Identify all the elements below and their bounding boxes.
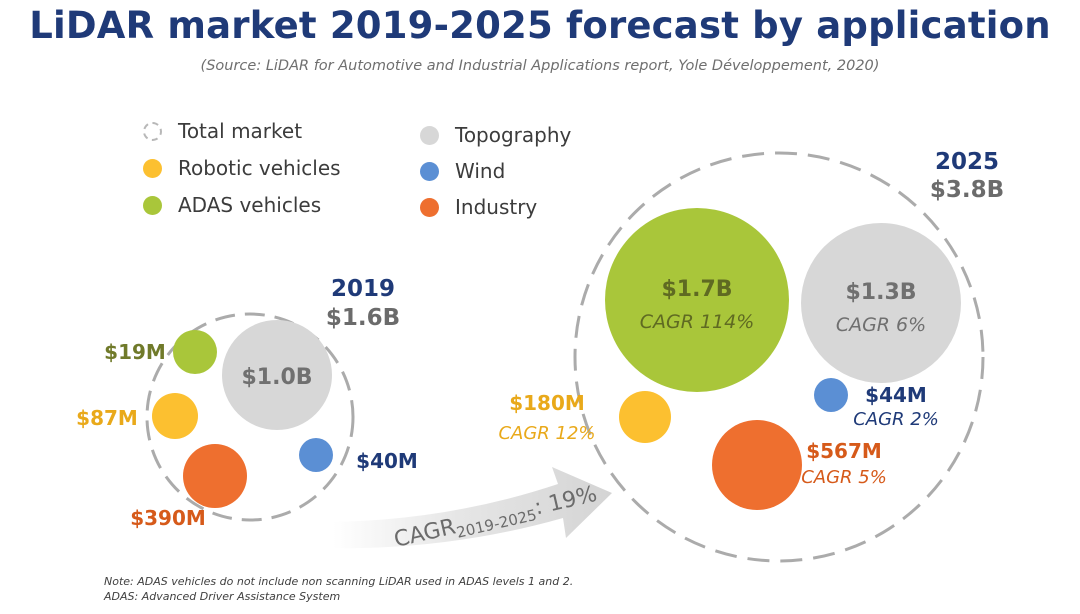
chart-title: LiDAR market 2019-2025 forecast by appli… — [29, 4, 1051, 47]
cagr-label-wind-2025: CAGR 2% — [853, 409, 939, 430]
footnote: Note: ADAS vehicles do not include non s… — [104, 574, 573, 604]
legend-label: ADAS vehicles — [178, 193, 322, 217]
value-label-adas-vehicles-2019: $19M — [104, 340, 166, 364]
legend-column-right: Topography Wind Industry — [420, 121, 571, 229]
legend-swatch-total-market — [143, 121, 162, 141]
legend-label: Robotic vehicles — [178, 156, 341, 180]
bubble-topography-2025 — [801, 223, 961, 383]
value-label-industry-2025: $567M — [806, 439, 882, 463]
total-value-2019: $1.6B — [326, 305, 400, 331]
legend-item-industry: Industry — [420, 193, 571, 221]
legend-item-topography: Topography — [420, 121, 571, 149]
legend-label: Wind — [455, 159, 506, 183]
bubble-robotic-vehicles-2019 — [152, 393, 198, 439]
footnote-line-2: ADAS: Advanced Driver Assistance System — [104, 590, 341, 603]
legend-item-adas-vehicles: ADAS vehicles — [143, 191, 341, 219]
footnote-line-1: Note: ADAS vehicles do not include non s… — [104, 575, 574, 588]
value-label-topography-2025: $1.3B — [845, 280, 916, 305]
bubble-industry-2019 — [183, 444, 247, 508]
value-label-wind-2019: $40M — [356, 449, 418, 473]
legend-label: Topography — [455, 123, 572, 147]
legend-swatch-topography — [420, 125, 439, 145]
bubble-wind-2019 — [299, 438, 333, 472]
legend-item-wind: Wind — [420, 157, 571, 185]
value-label-robotic-vehicles-2025: $180M — [509, 391, 585, 415]
legend-column-left: Total market Robotic vehicles ADAS vehic… — [143, 117, 341, 228]
chart-subtitle: (Source: LiDAR for Automotive and Indust… — [200, 58, 880, 74]
cagr-arrow — [333, 467, 612, 549]
value-label-topography-2019: $1.0B — [241, 365, 312, 390]
bubbles-2025: $1.7B CAGR 114% $1.3B CAGR 6% $180M CAGR 12% $… — [498, 208, 961, 510]
bubble-adas-vehicles-2025 — [605, 208, 789, 392]
total-market-circle-2019 — [145, 312, 355, 522]
legend-label: Industry — [455, 195, 538, 219]
total-value-2025: $3.8B — [930, 177, 1004, 203]
value-label-adas-vehicles-2025: $1.7B — [661, 277, 732, 302]
bubble-topography-2019 — [222, 320, 332, 430]
cagr-label-topography-2025: CAGR 6% — [836, 314, 926, 336]
legend-swatch-industry — [420, 197, 439, 217]
bubble-adas-vehicles-2019 — [173, 330, 217, 374]
value-label-wind-2025: $44M — [865, 383, 927, 407]
cagr-label-adas-vehicles-2025: CAGR 114% — [640, 311, 755, 333]
bubbles-2019: $19M $1.0B $87M $40M $390M — [76, 320, 418, 530]
cagr-label-industry-2025: CAGR 5% — [801, 467, 887, 488]
legend-swatch-wind — [420, 161, 439, 181]
bubble-robotic-vehicles-2025 — [619, 391, 671, 443]
cagr-label-robotic-vehicles-2025: CAGR 12% — [498, 423, 595, 444]
total-market-circle-2025 — [573, 151, 985, 563]
year-label-2025: 2025 — [935, 149, 999, 175]
legend-swatch-adas-vehicles — [143, 195, 162, 215]
bubble-wind-2025 — [814, 378, 848, 412]
legend-item-robotic-vehicles: Robotic vehicles — [143, 154, 341, 182]
bubble-industry-2025 — [712, 420, 802, 510]
value-label-robotic-vehicles-2019: $87M — [76, 406, 138, 430]
legend-label: Total market — [178, 119, 303, 143]
legend-swatch-robotic-vehicles — [143, 158, 162, 178]
legend-item-total-market: Total market — [143, 117, 341, 145]
year-label-2019: 2019 — [331, 276, 395, 302]
value-label-industry-2019: $390M — [130, 506, 206, 530]
